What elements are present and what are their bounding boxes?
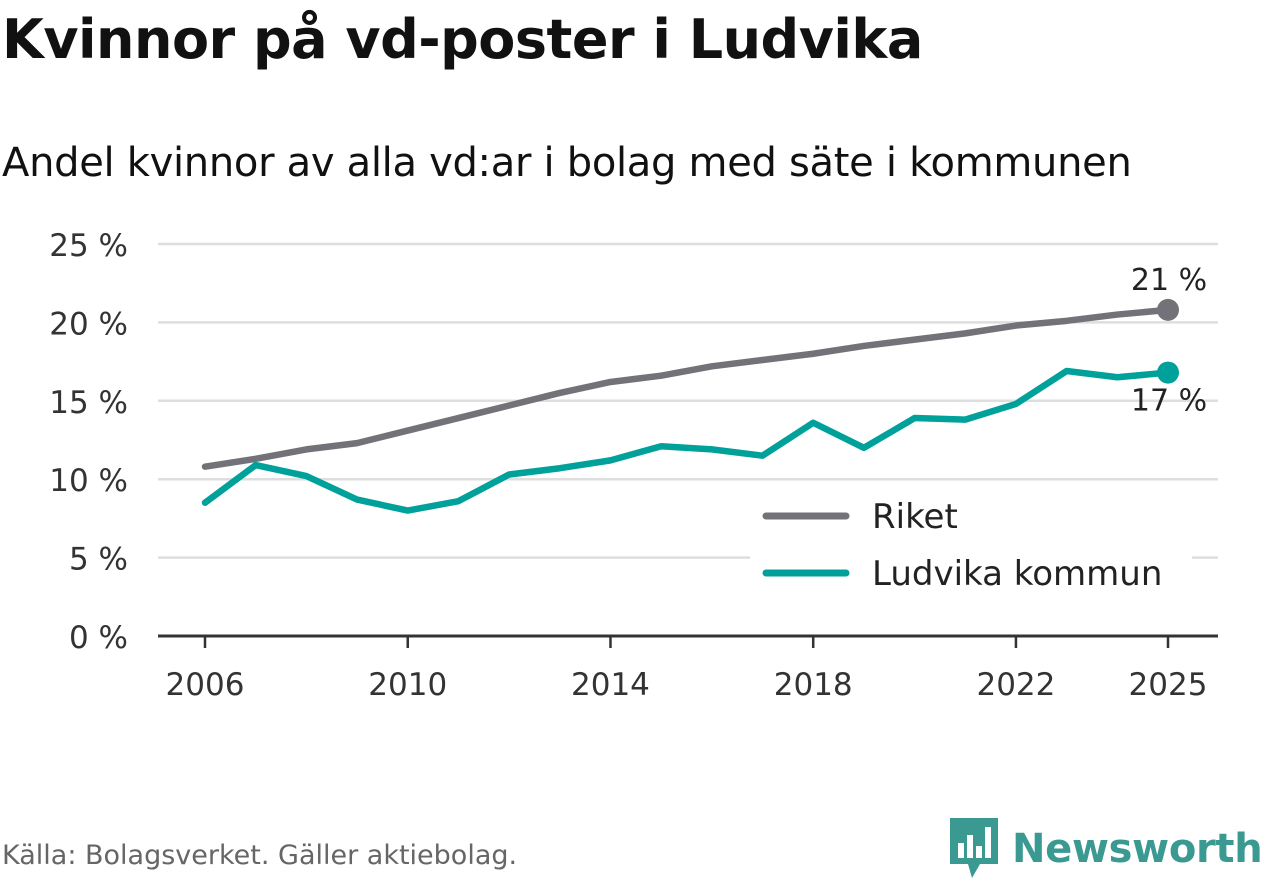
x-tick-label: 2025 — [1129, 667, 1208, 703]
y-tick-label: 20 % — [49, 306, 128, 342]
series-line-riket — [201, 306, 1172, 470]
legend-label: Riket — [872, 497, 958, 537]
y-tick-label: 15 % — [49, 385, 128, 421]
x-tick-label: 2006 — [166, 667, 245, 703]
brand-name: Newsworthy — [1012, 826, 1262, 872]
series-end-label: 17 % — [1131, 384, 1207, 419]
y-axis-tick-labels: 0 % 5 % 10 % 15 % 20 % 25 % — [49, 228, 128, 656]
source-note: Källa: Bolagsverket. Gäller aktiebolag. — [2, 840, 518, 871]
x-tick-label: 2018 — [774, 667, 853, 703]
chart-subtitle: Andel kvinnor av alla vd:ar i bolag med … — [2, 140, 1132, 186]
y-tick-label: 5 % — [69, 542, 128, 578]
legend-background — [750, 494, 1192, 598]
series-end-label: 21 % — [1131, 263, 1207, 298]
brand: Newsworthy — [950, 818, 1262, 880]
series-end-point — [1157, 298, 1179, 321]
x-tick-label: 2010 — [368, 667, 447, 703]
x-tick-label: 2022 — [976, 667, 1055, 703]
y-tick-label: 25 % — [49, 228, 128, 264]
series-line-ludvika — [201, 367, 1172, 514]
x-tick-label: 2014 — [571, 667, 650, 703]
series-group: 21 % 17 % — [201, 263, 1207, 514]
chart-title: Kvinnor på vd-poster i Ludvika — [2, 8, 923, 71]
legend-label: Ludvika kommun — [872, 554, 1162, 594]
series-end-point — [1157, 361, 1179, 384]
legend: Riket Ludvika kommun — [750, 494, 1192, 598]
y-tick-label: 0 % — [69, 620, 128, 656]
newsworthy-logo-icon — [950, 818, 998, 878]
y-tick-label: 10 % — [49, 463, 128, 499]
x-axis: 2006 2010 2014 2018 2022 2025 — [158, 634, 1218, 703]
